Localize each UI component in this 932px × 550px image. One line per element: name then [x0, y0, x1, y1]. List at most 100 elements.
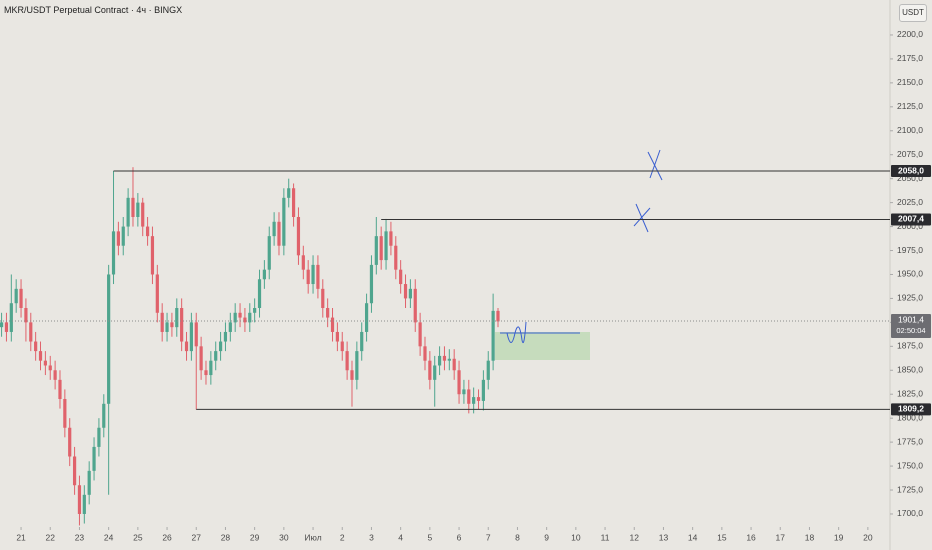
candle-body: [9, 303, 13, 332]
candle-body: [452, 358, 456, 371]
candle-body: [369, 264, 374, 304]
x-tick-label: 25: [133, 532, 143, 542]
candle-body: [48, 365, 52, 371]
unit-button[interactable]: USDT: [899, 4, 927, 22]
candle-body: [243, 317, 247, 323]
candle-body: [248, 312, 252, 323]
candle-body: [180, 307, 184, 342]
candle-body: [277, 221, 281, 246]
candle-body: [199, 346, 203, 371]
x-tick-label: 10: [571, 532, 581, 542]
countdown-label: 02:50:04: [896, 326, 925, 335]
candle-body: [311, 264, 315, 285]
x-tick-label: 13: [659, 532, 669, 542]
y-tick-label: 2200,0: [897, 29, 923, 39]
candle-body: [389, 231, 393, 246]
target-zone: [495, 332, 590, 360]
candle-body: [326, 307, 330, 318]
x-tick-label: 18: [805, 532, 815, 542]
candle-body: [491, 310, 495, 361]
chart-title: MKR/USDT Perpetual Contract · 4ч · BINGX: [4, 5, 183, 15]
candle-body: [131, 197, 135, 217]
candle-body: [165, 322, 169, 332]
x-tick-label: 9: [544, 532, 549, 542]
cross-mark: [647, 149, 663, 181]
candle-body: [29, 322, 33, 342]
y-tick-label: 2150,0: [897, 77, 923, 87]
x-tick-label: 4: [398, 532, 403, 542]
y-tick-label: 1725,0: [897, 484, 923, 494]
y-tick-label: 2000,0: [897, 221, 923, 231]
candle-body: [384, 231, 388, 261]
candle-body: [257, 279, 262, 308]
candle-body: [360, 331, 364, 352]
candle-body: [287, 188, 291, 198]
x-tick-label: 21: [16, 532, 26, 542]
candle-body: [170, 322, 174, 328]
candle-body: [379, 236, 383, 261]
level-label: 2007,4: [898, 214, 924, 224]
candle-body: [472, 397, 476, 404]
candle-body: [126, 197, 130, 227]
x-tick-label: 5: [427, 532, 432, 542]
candle-body: [447, 358, 451, 361]
candle-body: [218, 341, 223, 352]
candle-body: [82, 494, 86, 514]
y-tick-label: 1875,0: [897, 341, 923, 351]
y-tick-label: 2125,0: [897, 101, 923, 111]
candle-body: [111, 231, 116, 275]
x-tick-label: 20: [863, 532, 873, 542]
candle-body: [282, 197, 286, 246]
candle-body: [399, 269, 403, 285]
y-tick-label: 1750,0: [897, 460, 923, 470]
x-tick-label: 24: [104, 532, 114, 542]
x-tick-label: 8: [515, 532, 520, 542]
candle-body: [68, 427, 72, 457]
y-tick-label: 1800,0: [897, 412, 923, 422]
x-tick-label: 23: [75, 532, 85, 542]
candle-body: [253, 307, 257, 313]
candle-body: [14, 288, 18, 304]
candle-body: [228, 322, 232, 332]
last-price-label: 1901,4: [898, 314, 924, 324]
drawings: [500, 149, 663, 344]
candle-body: [145, 226, 150, 237]
candle-body: [457, 370, 461, 395]
candle-body: [43, 360, 47, 366]
candle-body: [403, 284, 408, 299]
candle-body: [335, 331, 339, 342]
candle-body: [238, 312, 242, 318]
candle-body: [53, 370, 57, 380]
candle-body: [141, 202, 145, 227]
x-tick-label: 17: [776, 532, 786, 542]
candle-body: [214, 351, 218, 361]
x-tick-label: 30: [279, 532, 289, 542]
candle-body: [467, 389, 471, 404]
x-tick-label: 16: [746, 532, 756, 542]
drawn-squiggle: [506, 321, 527, 344]
candle-body: [496, 310, 500, 322]
candle-body: [442, 355, 447, 361]
candle-body: [19, 288, 23, 308]
candle-body: [38, 351, 43, 361]
y-tick-label: 1975,0: [897, 245, 923, 255]
candle-body: [116, 231, 120, 246]
candle-body: [291, 188, 296, 217]
candle-body: [209, 360, 213, 376]
candle-body: [160, 312, 164, 332]
x-tick-label: 19: [834, 532, 844, 542]
y-tick-label: 1925,0: [897, 293, 923, 303]
candle-body: [102, 403, 106, 428]
candle-body: [306, 269, 310, 285]
x-tick-label: 22: [46, 532, 56, 542]
y-tick-label: 1825,0: [897, 388, 923, 398]
candle-body: [345, 351, 349, 371]
candle-body: [340, 341, 344, 352]
y-tick-label: 1775,0: [897, 436, 923, 446]
y-tick-label: 1700,0: [897, 508, 923, 518]
x-tick-label: 12: [630, 532, 640, 542]
candle-body: [413, 288, 417, 323]
candle-body: [296, 216, 301, 256]
